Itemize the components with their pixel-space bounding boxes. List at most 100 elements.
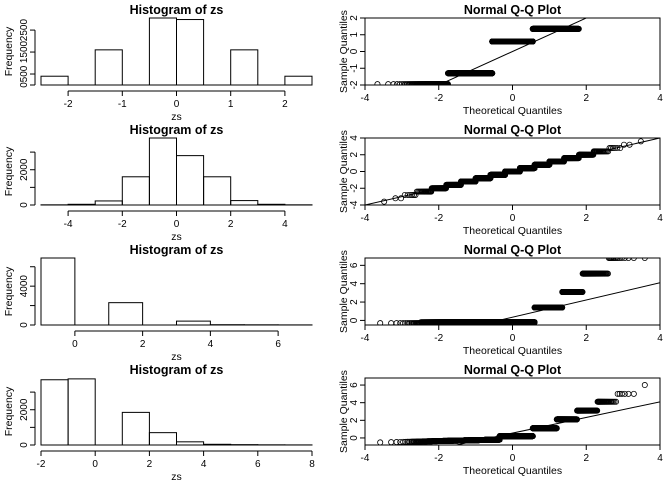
x-tick-label: 2 [282,99,288,110]
chart-title: Normal Q-Q Plot [464,3,562,17]
qq-point [590,12,595,17]
qq-point [592,12,597,17]
qq-point [623,12,628,17]
qq-point [611,12,616,17]
qq-point [595,12,600,17]
qq-point [587,12,592,17]
qq-point [577,12,582,17]
qq-point [584,12,589,17]
qq-point [601,12,606,17]
qq-point [588,12,593,17]
qq-point [585,12,590,17]
qq-point [594,12,599,17]
qq-point [620,12,625,17]
qq-point [576,12,581,17]
y-tick-label: 0 [19,202,30,208]
qq-point [589,12,594,17]
qq-point [579,12,584,17]
qq-point [489,70,496,77]
histogram-bar [284,75,313,86]
qq-point [578,12,583,17]
y-tick-label: 2 [349,15,360,21]
qq-point [579,12,584,17]
qq-point [578,12,583,17]
x-tick-label: -2 [64,99,73,110]
qq-point [581,12,586,17]
histogram-bar [67,203,96,206]
x-tick-label: -4 [361,93,370,104]
qq-point [579,12,584,17]
qq-point [599,12,604,17]
chart-title: Normal Q-Q Plot [464,123,562,137]
qq-point [583,12,588,17]
qq-point [580,12,585,17]
qq-point [607,12,612,17]
qq-point [595,12,600,17]
qq-point [583,12,588,17]
qq-point [580,12,585,17]
qq-point [609,12,614,17]
qq-point [593,12,598,17]
qq-point [584,12,589,17]
qq-point [584,12,589,17]
qq-point [599,12,604,17]
qq-point [590,12,595,17]
qq-point [590,12,595,17]
qq-point [592,12,597,17]
histogram-bar [94,49,123,86]
qq-point [591,12,596,17]
x-tick-label: 2 [583,93,589,104]
y-tick-label: -2 [349,80,360,89]
qq-point [577,12,582,17]
y-tick-label: 2000 [19,158,30,181]
qq-point [614,12,619,17]
qq-point [605,12,610,17]
qq-point [588,12,593,17]
qq-point [594,12,599,17]
panel-2: Normal Q-Q Plot-4 -2 0 2 4-2-1012Theoretical… [338,3,663,117]
qq-point [582,12,587,17]
x-tick-label: 0 [174,99,180,110]
y-tick-label: 0 [19,82,30,88]
histogram-bar [148,137,177,206]
qq-point [585,12,590,17]
qq-point [582,12,587,17]
qq-point [586,12,591,17]
qq-points [365,138,660,205]
qq-point [385,81,392,85]
qq-point [601,12,606,17]
qq-point [589,12,594,17]
x-tick-label: 4 [657,93,663,104]
qq-point [605,12,610,17]
qq-point [577,12,582,17]
chart-title: Histogram of zs [130,3,224,17]
qq-point [613,12,618,17]
x-tick-label: -1 [118,99,127,110]
qq-point [602,12,607,17]
x-tick-label: -4 [64,219,73,230]
qq-point [585,12,590,17]
qq-point [582,12,587,17]
qq-point [593,12,598,17]
qq-point [578,12,583,17]
qq-point [580,12,585,17]
y-tick-label: 1 [349,32,360,38]
x-tick-label: -2 [434,93,443,104]
qq-point [617,12,622,17]
qq-point [396,81,403,85]
qq-point [598,12,603,17]
qq-point [579,12,584,17]
x-axis-label: zs [171,231,182,243]
qq-point [580,12,585,17]
qq-point [580,12,585,17]
qq-point [594,12,599,17]
histogram-bar [176,155,205,206]
qq-point [586,12,591,17]
qq-point [578,12,583,17]
qq-point [374,81,381,85]
qq-point [645,12,650,17]
qq-point [583,12,588,17]
qq-point [587,12,592,17]
qq-point [586,12,591,17]
qq-point [586,12,591,17]
